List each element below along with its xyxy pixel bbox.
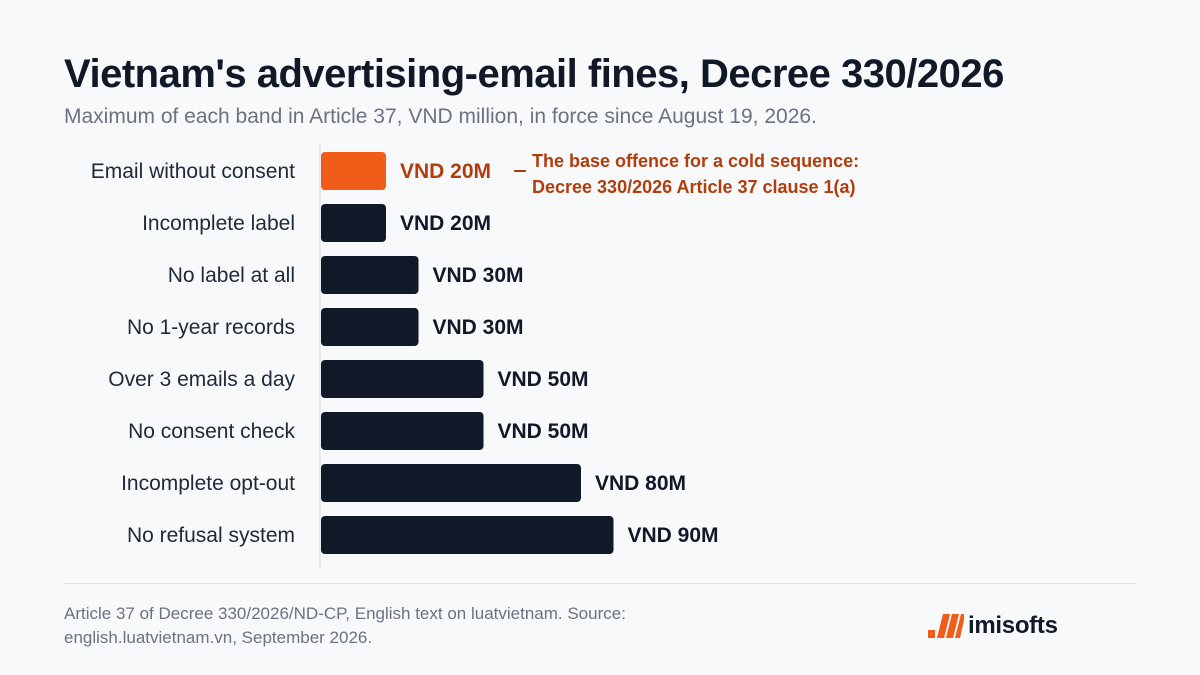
bar [321,256,419,294]
value-label: VND 50M [498,420,589,443]
value-label: VND 30M [433,264,524,287]
bar [321,464,581,502]
category-label: No 1-year records [127,316,295,339]
bar [321,204,386,242]
category-label: Email without consent [91,160,295,183]
annotation-text: Decree 330/2026 Article 37 clause 1(a) [532,177,856,197]
category-label: No refusal system [127,524,295,547]
bar [321,152,386,190]
category-label: Over 3 emails a day [108,368,295,391]
category-label: No consent check [128,420,295,443]
value-label: VND 90M [628,524,719,547]
chart-title: Vietnam's advertising-email fines, Decre… [64,52,1004,96]
category-label: Incomplete label [142,212,295,235]
bar [321,360,484,398]
logo-mark-icon [928,614,964,638]
value-label: VND 50M [498,368,589,391]
value-label: VND 30M [433,316,524,339]
value-label: VND 20M [400,212,491,235]
value-label: VND 20M [400,160,491,183]
logo-text: imisofts [968,612,1058,639]
bar-chart: Email without consent VND 20M The base off… [91,144,859,568]
bar [321,308,419,346]
category-label: Incomplete opt-out [121,472,295,495]
value-label: VND 80M [595,472,686,495]
brand-logo: imisofts [928,612,1058,639]
footer-divider [64,583,1136,584]
bar [321,412,484,450]
bar [321,516,614,554]
category-label: No label at all [168,264,295,287]
source-footnote: Article 37 of Decree 330/2026/ND-CP, Eng… [64,604,626,647]
annotation-text: The base offence for a cold sequence: [532,151,859,171]
chart-subtitle: Maximum of each band in Article 37, VND … [64,105,817,128]
